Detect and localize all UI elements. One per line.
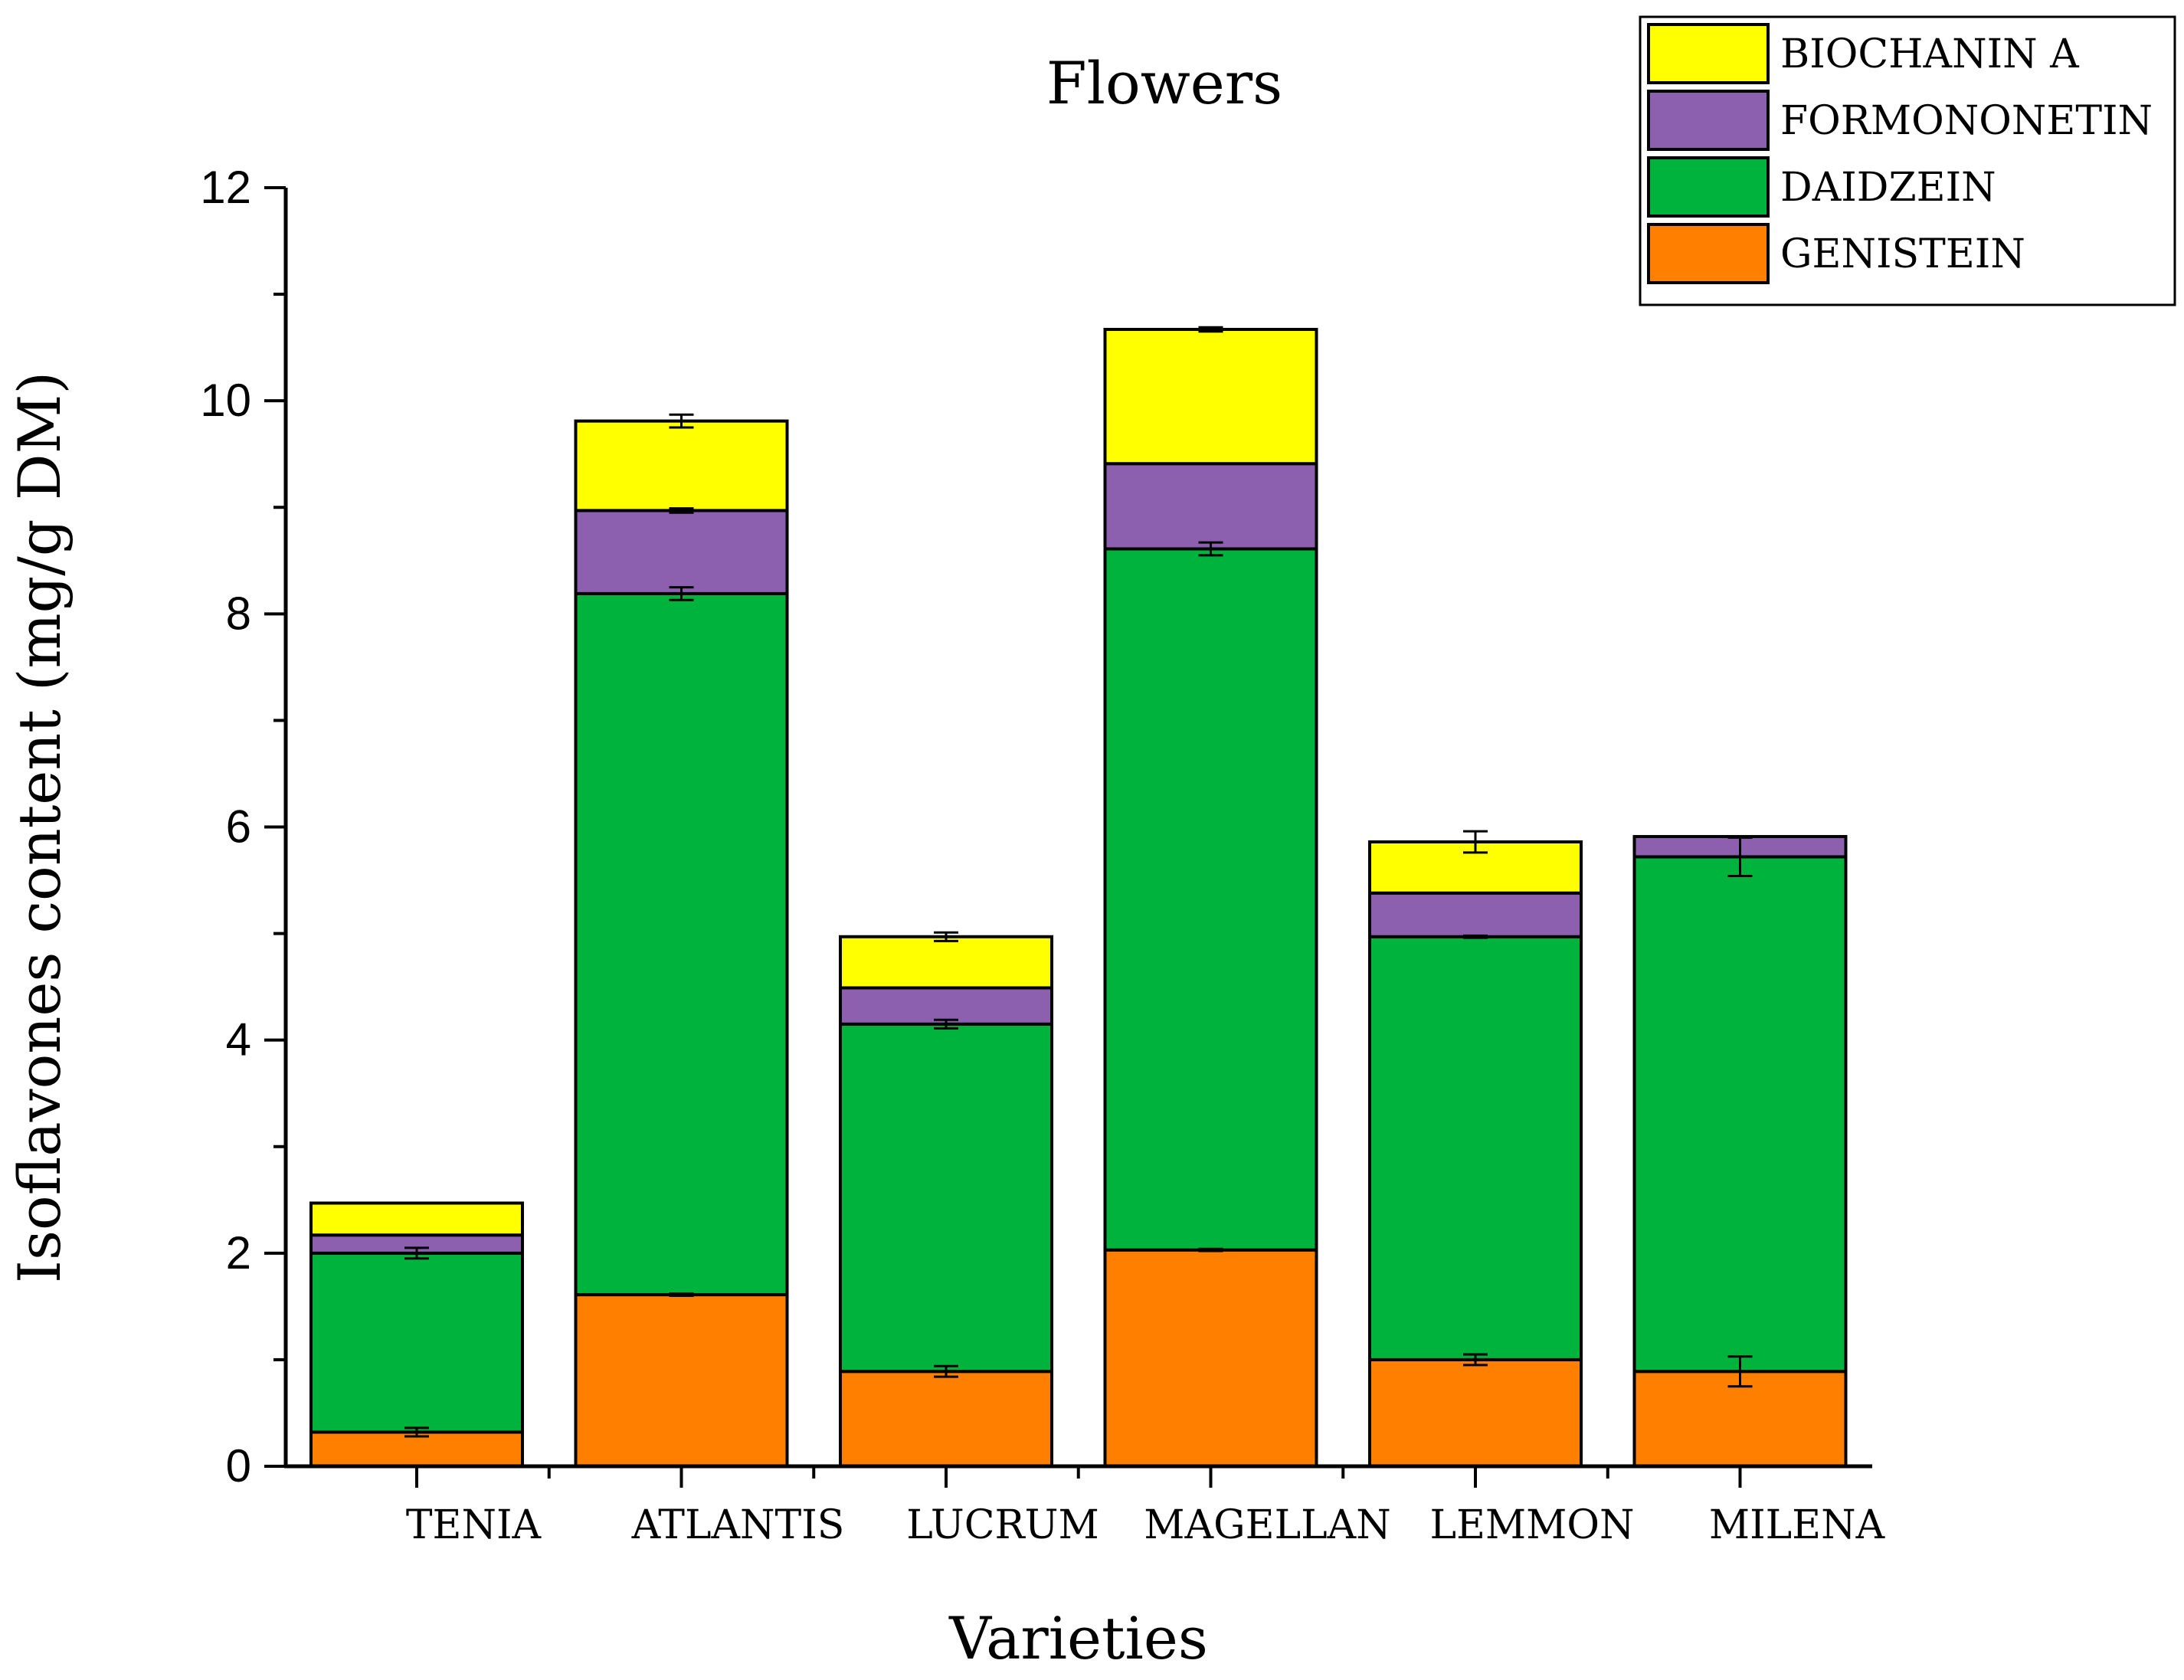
error-bar-lemmon-genistein: [1463, 1353, 1488, 1367]
y-tick-label: 4: [226, 1014, 251, 1066]
legend-label-formononetin: FORMONONETIN: [1780, 98, 2153, 144]
legend-swatch-genistein: [1647, 223, 1770, 284]
bar-lucrum-daidzein: [839, 1022, 1053, 1374]
bar-layer: [309, 327, 1848, 1469]
x-tick-label-lucrum: LUCRUM: [906, 1502, 1099, 1548]
error-bar-atlantis-genistein: [669, 1292, 694, 1297]
bar-lemmon-formononetin: [1368, 891, 1583, 938]
error-bar-magellan-daidzein: [1198, 541, 1223, 557]
bar-lucrum-formononetin: [839, 986, 1053, 1026]
bar-magellan-daidzein: [1103, 547, 1318, 1252]
bar-magellan-formononetin: [1103, 462, 1318, 551]
bar-magellan-genistein: [1103, 1248, 1318, 1469]
error-bar-lucrum-daidzein: [934, 1018, 958, 1030]
legend-label-genistein: GENISTEIN: [1780, 231, 2025, 277]
bar-lemmon-genistein: [1368, 1357, 1583, 1468]
x-tick-label-tenia: TENIA: [406, 1502, 542, 1548]
x-tick-label-magellan: MAGELLAN: [1144, 1502, 1390, 1548]
chart-title: Flowers: [1046, 49, 1282, 117]
x-tick-label-atlantis: ATLANTIS: [631, 1502, 845, 1548]
legend-item-formononetin: FORMONONETIN: [1647, 90, 2153, 151]
y-tick-label: 12: [200, 162, 251, 213]
bar-lemmon-daidzein: [1368, 935, 1583, 1361]
y-axis-label: Isoflavones content (mg/g DM): [5, 372, 74, 1283]
y-tick-label: 10: [200, 375, 251, 426]
error-bar-atlantis-daidzein: [669, 586, 694, 601]
error-bar-tenia-genistein: [404, 1426, 429, 1438]
error-bar-layer: [404, 326, 1753, 1438]
error-bar-tenia-daidzein: [404, 1246, 429, 1260]
legend: BIOCHANIN A FORMONONETIN DAIDZEIN GENISTEIN: [1639, 15, 2176, 306]
legend-swatch-daidzein: [1647, 156, 1770, 218]
bar-lucrum-genistein: [839, 1370, 1053, 1468]
y-tick-label: 2: [226, 1227, 251, 1279]
bar-atlantis-genistein: [574, 1293, 789, 1468]
legend-swatch-formononetin: [1647, 90, 1770, 151]
legend-item-biochanin-a: BIOCHANIN A: [1647, 23, 2080, 84]
bar-lucrum-biochanin-a: [839, 935, 1053, 990]
bar-magellan-biochanin-a: [1103, 327, 1318, 466]
bar-tenia-daidzein: [309, 1251, 524, 1434]
x-tick-label-milena: MILENA: [1709, 1502, 1886, 1548]
error-bar-lemmon-daidzein: [1463, 934, 1488, 939]
legend-swatch-biochanin-a: [1647, 23, 1770, 84]
legend-label-daidzein: DAIDZEIN: [1780, 165, 1996, 211]
error-bar-atlantis-biochanin-a: [669, 413, 694, 429]
error-bar-magellan-biochanin-a: [1198, 326, 1223, 333]
error-bar-atlantis-formononetin: [669, 507, 694, 514]
bar-atlantis-biochanin-a: [574, 419, 789, 513]
error-bar-lucrum-biochanin-a: [934, 931, 958, 942]
bar-atlantis-daidzein: [574, 591, 789, 1297]
bar-tenia-biochanin-a: [309, 1201, 524, 1237]
legend-item-daidzein: DAIDZEIN: [1647, 156, 1996, 218]
x-tick-label-lemmon: LEMMON: [1429, 1502, 1634, 1548]
y-tick-label: 8: [226, 588, 251, 639]
error-bar-milena-genistein: [1727, 1355, 1753, 1388]
error-bar-lemmon-biochanin-a: [1463, 830, 1488, 854]
bar-atlantis-formononetin: [574, 509, 789, 595]
bar-milena-daidzein: [1632, 855, 1848, 1374]
x-axis-label: Varieties: [948, 1604, 1208, 1672]
axes: 0 2 4 6 8 10 12 TENIA ATLANTIS LUCRUM MAGELLAN LEMM…: [200, 162, 1885, 1548]
y-tick-label: 0: [226, 1440, 251, 1492]
legend-label-biochanin-a: BIOCHANIN A: [1780, 31, 2080, 77]
error-bar-lucrum-genistein: [934, 1364, 958, 1378]
error-bar-magellan-genistein: [1198, 1247, 1223, 1253]
y-tick-label: 6: [226, 801, 251, 853]
legend-item-genistein: GENISTEIN: [1647, 223, 2025, 284]
